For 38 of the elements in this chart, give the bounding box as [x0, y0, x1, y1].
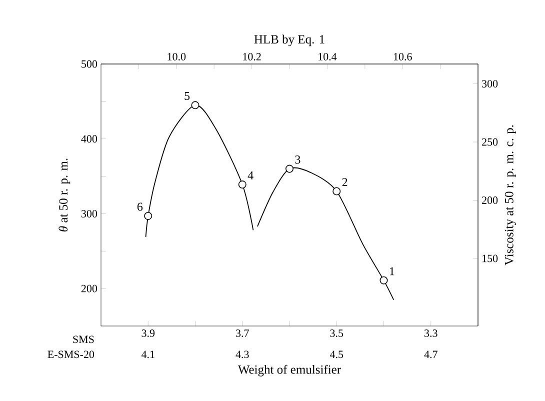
y-tick-label: 400	[81, 135, 98, 143]
point	[144, 212, 152, 220]
annotation: 2	[342, 178, 348, 186]
x-tick-label: 3.5	[330, 330, 344, 337]
text: 4.7	[424, 350, 438, 358]
x2-tick-label: 10.2	[243, 52, 261, 60]
x2-axis-title: HLB by Eq. 1	[254, 34, 324, 46]
text: 4.1	[141, 350, 154, 358]
x2-tick-label: 10.0	[168, 52, 186, 60]
y2-tick-label: 200	[482, 196, 498, 204]
point	[380, 276, 388, 284]
y-axis-title: θ at 50 r. p. m.	[58, 158, 70, 232]
annotation: 3	[295, 156, 300, 164]
text: 4.5	[330, 350, 344, 358]
y2-tick-label: 150	[482, 254, 498, 262]
point	[238, 180, 246, 189]
annotation: 5	[184, 92, 190, 100]
annotation: 1	[390, 267, 394, 276]
y2-tick-label: 300	[482, 80, 498, 88]
y-tick-label: 300	[81, 210, 98, 218]
text: E-SMS-20	[48, 350, 94, 358]
text: 4.3	[236, 350, 249, 358]
y-tick-label: 200	[81, 284, 98, 292]
x-tick-label: 3.7	[236, 330, 249, 337]
y2-axis-title: Viscosity at 50 r. p. m. c. p.	[504, 125, 516, 266]
point	[332, 187, 341, 196]
point	[191, 101, 200, 110]
x2-tick-label: 10.4	[318, 52, 337, 60]
x-tick-label: 3.3	[424, 330, 438, 337]
y2-tick-label: 250	[482, 138, 498, 146]
text: SMS	[73, 336, 94, 344]
y-tick-label: 500	[82, 60, 98, 68]
x-axis-title: Weight of emulsifier	[238, 364, 341, 376]
annotation: 4	[248, 171, 254, 180]
annotation: 6	[137, 202, 143, 211]
x-tick-label: 3.9	[142, 330, 155, 337]
x2-tick-label: 10.6	[394, 52, 412, 60]
point	[285, 164, 294, 173]
